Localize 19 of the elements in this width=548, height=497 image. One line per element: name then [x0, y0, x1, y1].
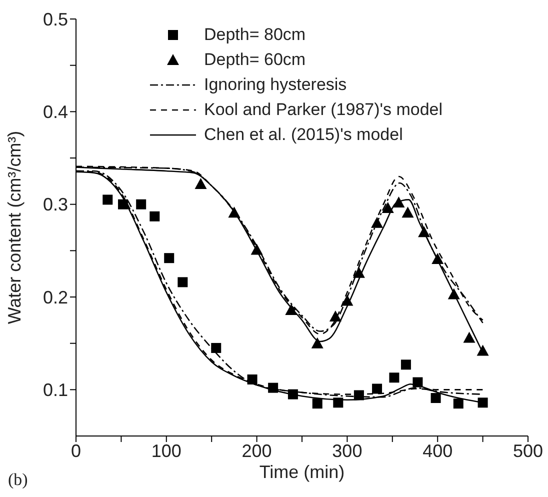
- y-tick-label: 0.5: [42, 9, 68, 30]
- y-axis-title: Water content (cm³/cm³): [4, 130, 24, 324]
- y-tick-label: 0.3: [42, 194, 68, 215]
- x-tick-label: 500: [512, 440, 544, 461]
- x-tick-label: 300: [332, 440, 362, 461]
- legend-label: Depth= 80cm: [204, 24, 306, 44]
- y-tick-label: 0.4: [42, 102, 68, 122]
- legend-label: Chen et al. (2015)'s model: [204, 124, 403, 144]
- y-tick-label: 0.2: [42, 287, 68, 308]
- text: (b): [8, 470, 28, 490]
- x-tick-label: 0: [70, 440, 82, 461]
- x-tick-label: 200: [242, 440, 272, 461]
- x-axis-title: Time (min): [259, 462, 345, 482]
- y-tick-label: 0.1: [42, 380, 68, 400]
- x-tick-label: 100: [151, 440, 182, 461]
- legend-label: Kool and Parker (1987)'s model: [204, 100, 443, 120]
- legend-label: Depth= 60cm: [204, 50, 306, 70]
- legend-label: Ignoring hysteresis: [204, 74, 347, 94]
- x-tick-label: 400: [422, 440, 453, 461]
